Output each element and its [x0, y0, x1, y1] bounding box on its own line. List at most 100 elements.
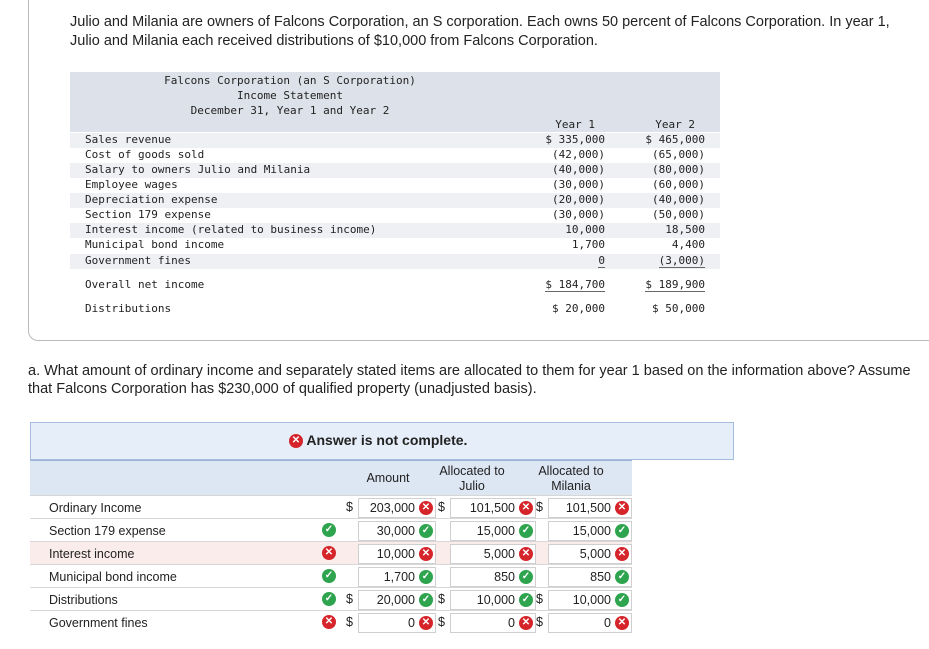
julio-input[interactable]: 5,000 ✕	[450, 544, 536, 564]
col-year2-header: Year 2	[655, 118, 695, 131]
amount-value: 10,000	[376, 547, 415, 561]
header-julio: Allocated to Julio	[439, 464, 505, 493]
statement-row-label: Salary to owners Julio and Milania	[85, 163, 311, 176]
julio-value: 5,000	[483, 547, 515, 561]
answer-row: Government fines ✕ $0 ✕ $0 ✕ $0 ✕	[30, 610, 632, 634]
amount-input[interactable]: 1,700 ✓	[358, 567, 436, 587]
statement-year1-value: (30,000)	[552, 208, 605, 221]
statement-year2-value: (40,000)	[652, 193, 705, 206]
milania-input[interactable]: 15,000 ✓	[548, 521, 632, 541]
correct-icon: ✓	[419, 593, 433, 607]
milania-input[interactable]: 5,000 ✕	[548, 544, 632, 564]
correct-icon: ✓	[419, 524, 433, 538]
statement-row: Distributions $ 20,000 $ 50,000	[70, 302, 720, 317]
amount-input[interactable]: 0 ✕	[358, 613, 436, 633]
statement-row-label: Sales revenue	[85, 133, 172, 146]
incorrect-icon: ✕	[519, 616, 533, 630]
incorrect-icon: ✕	[519, 501, 533, 515]
statement-year1-value: $ 184,700	[545, 278, 605, 292]
answer-row: Municipal bond income ✓ 1,700 ✓ 850 ✓ 850 ✓	[30, 564, 632, 588]
currency-symbol: $	[438, 500, 445, 514]
statement-year1-value: 10,000	[565, 223, 605, 236]
amount-input[interactable]: 10,000 ✕	[358, 544, 436, 564]
milania-value: 15,000	[572, 524, 611, 538]
statement-year2-value: (65,000)	[652, 148, 705, 161]
correct-icon: ✓	[519, 593, 533, 607]
answer-table-header: Amount Allocated to Julio Allocated to M…	[30, 460, 632, 495]
answer-row-label: Ordinary Income	[49, 501, 142, 515]
statement-year1-value: (30,000)	[552, 178, 605, 191]
julio-input[interactable]: 15,000 ✓	[450, 521, 536, 541]
milania-value: 5,000	[579, 547, 611, 561]
statement-year2-value: (60,000)	[652, 178, 705, 191]
currency-symbol: $	[536, 592, 543, 606]
julio-input[interactable]: 10,000 ✓	[450, 590, 536, 610]
statement-year2-value: (50,000)	[652, 208, 705, 221]
milania-input[interactable]: 10,000 ✓	[548, 590, 632, 610]
currency-symbol: $	[346, 500, 353, 514]
milania-input[interactable]: 101,500 ✕	[548, 498, 632, 518]
statement-row: Government fines 0 (3,000)	[70, 254, 720, 269]
statement-row-label: Interest income (related to business inc…	[85, 223, 377, 236]
amount-input[interactable]: 203,000 ✕	[358, 498, 436, 518]
col-year1-header: Year 1	[555, 118, 595, 131]
answer-row: Interest income ✕ 10,000 ✕ 5,000 ✕ 5,000 ✕	[30, 541, 632, 565]
julio-value: 10,000	[476, 593, 515, 607]
statement-row: Depreciation expense (20,000) (40,000)	[70, 193, 720, 208]
amount-value: 203,000	[369, 501, 415, 515]
answer-row-label: Government fines	[49, 616, 148, 630]
currency-symbol: $	[438, 592, 445, 606]
incorrect-icon: ✕	[322, 615, 336, 629]
incorrect-icon: ✕	[419, 501, 433, 515]
milania-value: 101,500	[565, 501, 611, 515]
statement-row-label: Section 179 expense	[85, 208, 211, 221]
statement-title: Falcons Corporation (an S Corporation)	[164, 74, 416, 87]
milania-input[interactable]: 850 ✓	[548, 567, 632, 587]
answer-row-label: Interest income	[49, 547, 135, 561]
correct-icon: ✓	[322, 569, 336, 583]
statement-row-label: Overall net income	[85, 278, 205, 291]
statement-year1-value: 1,700	[571, 238, 605, 251]
correct-icon: ✓	[322, 592, 336, 606]
amount-input[interactable]: 30,000 ✓	[358, 521, 436, 541]
statement-row: Section 179 expense (30,000) (50,000)	[70, 208, 720, 223]
statement-year1-value: 0	[598, 254, 605, 268]
correct-icon: ✓	[615, 593, 629, 607]
milania-value: 850	[590, 570, 611, 584]
correct-icon: ✓	[419, 570, 433, 584]
statement-year1-value: (20,000)	[552, 193, 605, 206]
statement-subtitle: Income Statement	[237, 89, 343, 102]
correct-icon: ✓	[519, 524, 533, 538]
amount-value: 1,700	[383, 570, 415, 584]
statement-year2-value: (3,000)	[658, 254, 705, 268]
currency-symbol: $	[438, 615, 445, 629]
statement-year2-value: $ 465,000	[645, 133, 705, 146]
julio-input[interactable]: 101,500 ✕	[450, 498, 536, 518]
incorrect-icon: ✕	[519, 547, 533, 561]
amount-value: 0	[408, 616, 415, 630]
correct-icon: ✓	[519, 570, 533, 584]
statement-row: Employee wages (30,000) (60,000)	[70, 178, 720, 193]
statement-year1-value: (40,000)	[552, 163, 605, 176]
statement-year1-value: $ 20,000	[552, 302, 605, 315]
incorrect-icon: ✕	[419, 616, 433, 630]
statement-date: December 31, Year 1 and Year 2	[190, 104, 390, 117]
amount-input[interactable]: 20,000 ✓	[358, 590, 436, 610]
statement-row: Overall net income $ 184,700 $ 189,900	[70, 278, 720, 293]
julio-value: 850	[494, 570, 515, 584]
statement-year2-value: 4,400	[671, 238, 705, 251]
julio-input[interactable]: 850 ✓	[450, 567, 536, 587]
currency-symbol: $	[346, 615, 353, 629]
milania-value: 10,000	[572, 593, 611, 607]
correct-icon: ✓	[615, 570, 629, 584]
statement-year2-value: $ 189,900	[645, 278, 705, 292]
milania-input[interactable]: 0 ✕	[548, 613, 632, 633]
statement-year1-value: $ 335,000	[545, 133, 605, 146]
statement-year1-value: (42,000)	[552, 148, 605, 161]
statement-row-label: Depreciation expense	[85, 193, 218, 206]
statement-year2-value: $ 50,000	[652, 302, 705, 315]
currency-symbol: $	[346, 592, 353, 606]
julio-input[interactable]: 0 ✕	[450, 613, 536, 633]
error-icon: ✕	[289, 434, 303, 449]
answer-row: Distributions ✓ $20,000 ✓ $10,000 ✓ $10,000 ✓	[30, 587, 632, 611]
